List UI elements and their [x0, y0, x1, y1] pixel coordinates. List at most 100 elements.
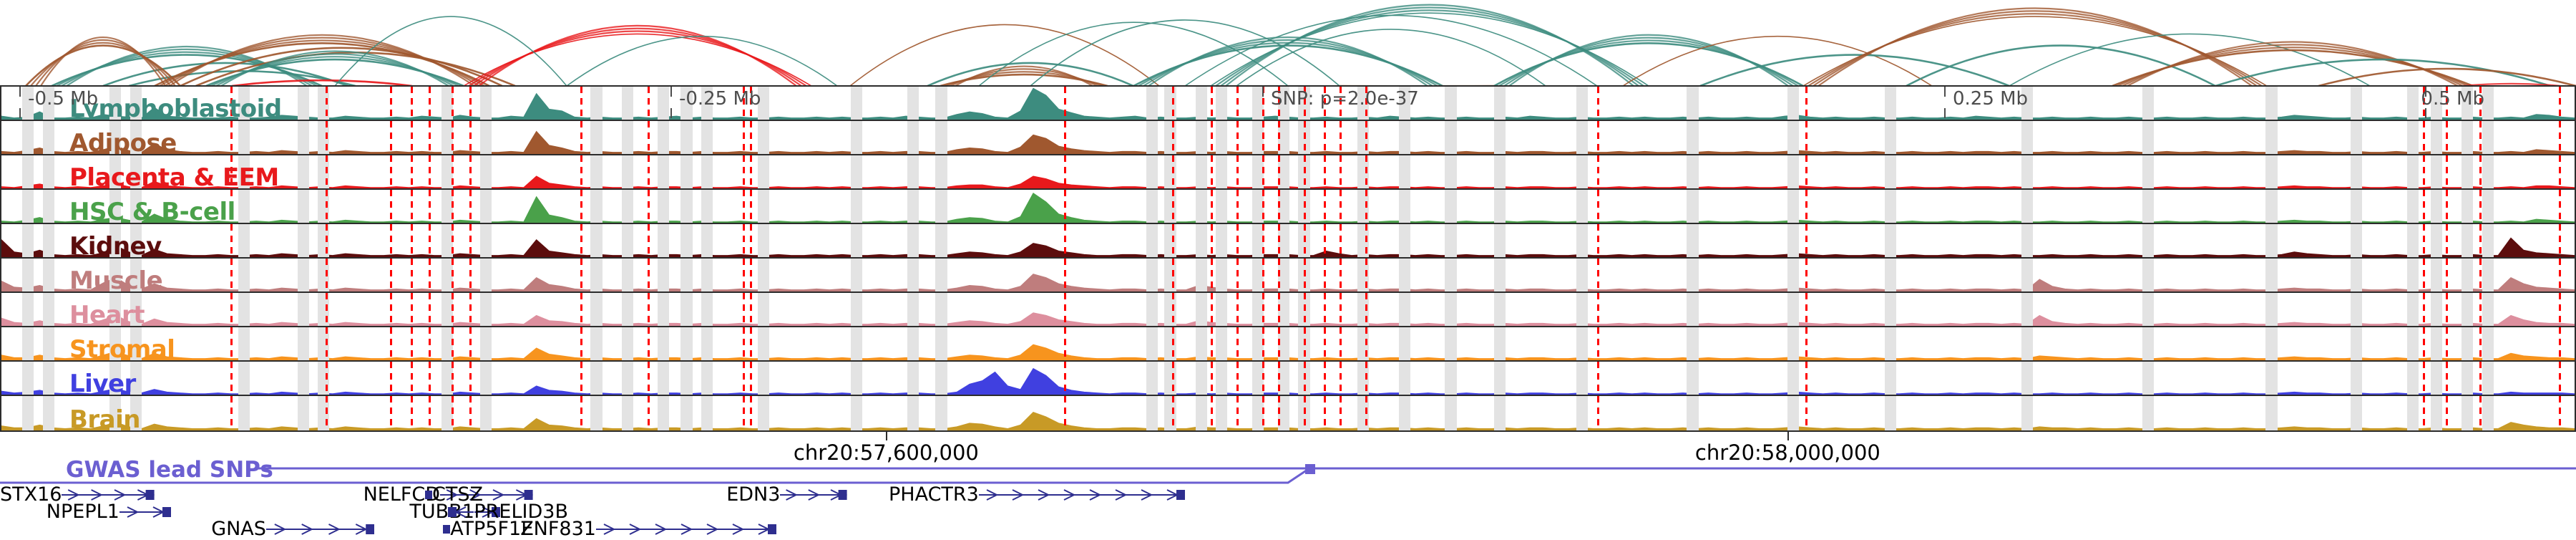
snp-marker-line: [1211, 293, 1214, 326]
regulatory-band: [2482, 259, 2494, 291]
gene-body[interactable]: [440, 487, 533, 503]
loop-arc: [2009, 33, 2371, 86]
regulatory-band: [2021, 327, 2034, 360]
gene-znf831[interactable]: ZNF831: [520, 519, 776, 539]
snp-marker-line: [410, 362, 413, 395]
gene-body[interactable]: [595, 521, 776, 537]
gene-edn3[interactable]: EDN3: [726, 483, 848, 506]
gene-prelid3b[interactable]: PRELID3B: [448, 500, 568, 523]
signal-track-brain[interactable]: Brain: [1, 396, 2575, 430]
regulatory-band: [1146, 190, 1158, 223]
regulatory-band: [109, 293, 122, 326]
regulatory-band: [2021, 293, 2034, 326]
signal-track-heart[interactable]: Heart: [1, 293, 2575, 327]
regulatory-band: [680, 224, 693, 257]
gene-model-track: STX16 NELFCD CTSZ EDN3 PHACTR3 NPEPL1 TUBB1 PR…: [0, 483, 2576, 539]
gene-body[interactable]: [443, 521, 451, 537]
signal-track-hsc-b-cell[interactable]: HSC & B-cell: [1, 190, 2575, 224]
regulatory-band: [21, 362, 34, 395]
gene-npepl1[interactable]: NPEPL1: [47, 502, 171, 521]
snp-marker-line: [2559, 224, 2562, 257]
gene-body[interactable]: [780, 487, 848, 503]
gene-label: CTSZ: [432, 483, 483, 506]
regulatory-band: [935, 155, 947, 188]
regulatory-band: [1885, 87, 1897, 120]
snp-marker-line: [1596, 190, 1599, 223]
snp-marker-line: [647, 362, 650, 395]
snp-marker-line: [469, 121, 472, 154]
signal-track-kidney[interactable]: Kidney: [1, 224, 2575, 259]
snp-marker-line: [410, 293, 413, 326]
snp-marker-line: [452, 327, 454, 360]
regulatory-band: [1252, 190, 1264, 223]
regulatory-band: [1445, 155, 1457, 188]
snp-marker-line: [1805, 155, 1807, 188]
regulatory-band: [2482, 362, 2494, 395]
axis-tick-mark: [1943, 108, 1946, 118]
gene-body[interactable]: [978, 487, 1185, 503]
snp-marker-line: [2422, 362, 2425, 395]
gene-body[interactable]: [62, 487, 155, 503]
snp-marker-line: [1236, 362, 1239, 395]
snp-marker-line: [326, 293, 328, 326]
gene-ctsz[interactable]: CTSZ: [425, 483, 483, 506]
signal-track-lymphoblastoid[interactable]: Lymphoblastoid -0.5 Mb -0.25 Mb 0.25 Mb 0.5 …: [1, 87, 2575, 121]
snp-marker-line: [2422, 224, 2425, 257]
snp-marker-line: [1064, 259, 1067, 291]
signal-track-adipose[interactable]: Adipose: [1, 121, 2575, 155]
gene-stx16[interactable]: STX16: [0, 485, 155, 504]
regulatory-band: [1216, 87, 1228, 120]
signal-profile: [1, 344, 2575, 360]
snp-marker-line: [469, 87, 472, 120]
regulatory-band: [701, 293, 713, 326]
snp-marker-line: [1277, 121, 1280, 154]
gene-atp5f1e[interactable]: ATP5F1E: [443, 519, 533, 539]
regulatory-band: [1493, 259, 1506, 291]
snp-marker-line: [647, 121, 650, 154]
snp-marker-line: [1236, 155, 1239, 188]
signal-track-muscle[interactable]: Muscle: [1, 259, 2575, 293]
snp-marker-line: [452, 155, 454, 188]
snp-marker-line: [1324, 224, 1327, 257]
regulatory-band: [1252, 396, 1264, 430]
gene-body[interactable]: [448, 504, 474, 520]
snp-marker-line: [1339, 155, 1342, 188]
snp-marker-line: [1365, 155, 1367, 188]
regulatory-band: [621, 259, 633, 291]
regulatory-band: [935, 293, 947, 326]
snp-marker-line: [1339, 121, 1342, 154]
regulatory-band: [1445, 362, 1457, 395]
signal-track-stromal[interactable]: Stromal: [1, 327, 2575, 362]
regulatory-band: [1687, 121, 1699, 154]
regulatory-band: [21, 87, 34, 120]
regulatory-band: [1576, 396, 1588, 430]
regulatory-band: [1252, 224, 1264, 257]
snp-marker-line: [2479, 293, 2482, 326]
regulatory-band: [1277, 293, 1289, 326]
snp-marker-line: [326, 259, 328, 291]
regulatory-band: [130, 259, 142, 291]
snp-marker-line: [1805, 396, 1807, 430]
gene-body[interactable]: [265, 521, 375, 537]
snp-marker-line: [580, 396, 583, 430]
regulatory-band: [2265, 362, 2278, 395]
gene-label: PRELID3B: [474, 500, 568, 523]
regulatory-band: [21, 224, 34, 257]
snp-marker-line: [647, 259, 650, 291]
gene-label: EDN3: [726, 483, 781, 506]
axis-tick-mark: [2425, 87, 2427, 97]
regulatory-band: [2142, 87, 2155, 120]
gene-phactr3[interactable]: PHACTR3: [889, 485, 1185, 504]
gene-body[interactable]: [425, 487, 432, 503]
gene-body[interactable]: [474, 504, 500, 520]
signal-track-liver[interactable]: Liver: [1, 362, 2575, 396]
regulatory-band: [1493, 293, 1506, 326]
regulatory-band: [130, 293, 142, 326]
regulatory-band: [2461, 224, 2473, 257]
gene-body[interactable]: [119, 504, 171, 520]
snp-marker-line: [1211, 87, 1214, 120]
signal-track-placenta-eem[interactable]: Placenta & EEM: [1, 155, 2575, 190]
band-overlay: [1, 87, 2575, 120]
gene-gnas[interactable]: GNAS: [211, 519, 375, 539]
regulatory-band: [621, 362, 633, 395]
